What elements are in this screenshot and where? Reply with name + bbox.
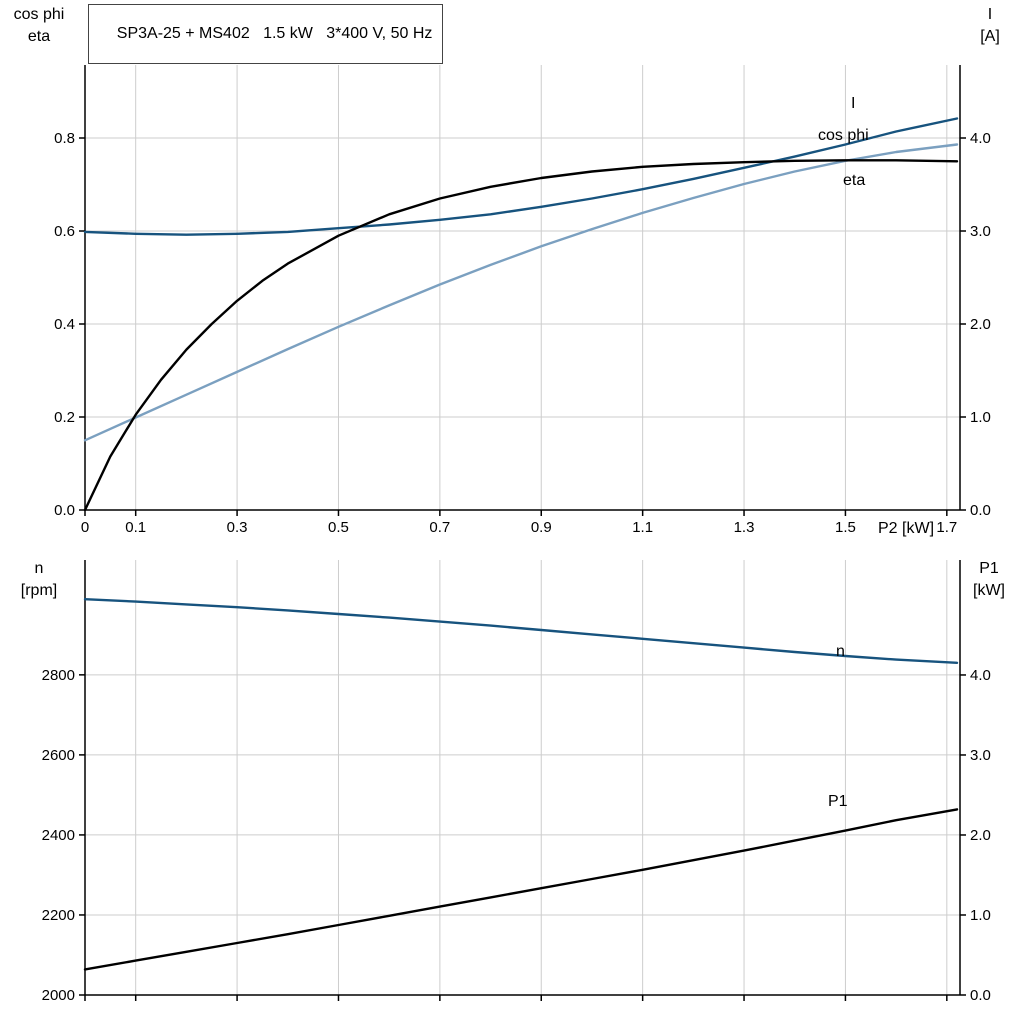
tick-label-right: 3.0 xyxy=(970,747,991,764)
bottom-right-axis-label: P1 [kW] xyxy=(960,558,1018,602)
tick-label-right: 0.0 xyxy=(970,987,991,1004)
tick-label-left: 0.8 xyxy=(54,130,75,147)
tick-label-left: 0.2 xyxy=(54,409,75,426)
curve-label-P1: P1 xyxy=(828,793,848,810)
tick-label-x: 0.5 xyxy=(328,519,349,536)
tick-label-x: 1.1 xyxy=(632,519,653,536)
tick-label-x: 0.1 xyxy=(125,519,146,536)
tick-label-left: 2400 xyxy=(42,827,75,844)
tick-label-left: 2600 xyxy=(42,747,75,764)
tick-label-x: 1.7 xyxy=(936,519,957,536)
tick-label-x: 1.5 xyxy=(835,519,856,536)
curve-label-I: I xyxy=(851,95,855,112)
axis-label-speed: n xyxy=(34,560,44,577)
tick-label-x: 1.3 xyxy=(734,519,755,536)
curve-P1 xyxy=(83,808,959,971)
axis-label-cos-phi: cos phi xyxy=(13,6,65,23)
chart-title: SP3A-25 + MS402 1.5 kW 3*400 V, 50 Hz xyxy=(116,25,433,42)
axis-label-current: I xyxy=(987,6,993,23)
tick-label-right: 2.0 xyxy=(970,316,991,333)
x-axis-label: P2 [kW] xyxy=(878,520,935,537)
tick-label-left: 0.0 xyxy=(54,502,75,519)
tick-label-x: 0.7 xyxy=(429,519,450,536)
tick-label-left: 0.6 xyxy=(54,223,75,240)
tick-label-left: 2000 xyxy=(42,987,75,1004)
chart-title-box: SP3A-25 + MS402 1.5 kW 3*400 V, 50 Hz xyxy=(88,4,444,64)
axis-label-p1-unit: [kW] xyxy=(973,582,1005,599)
axis-label-eta: eta xyxy=(27,28,51,45)
tick-label-right: 0.0 xyxy=(970,502,991,519)
curve-label-cos-phi: cos phi xyxy=(818,127,869,144)
curve-eta xyxy=(83,159,959,512)
tick-label-right: 4.0 xyxy=(970,667,991,684)
tick-label-left: 2200 xyxy=(42,907,75,924)
tick-label-left: 2800 xyxy=(42,667,75,684)
tick-label-right: 1.0 xyxy=(970,907,991,924)
top-right-axis-label: I [A] xyxy=(962,4,1018,48)
top-left-axis-label: cos phi eta xyxy=(6,4,72,48)
tick-label-x: 0 xyxy=(81,519,89,536)
tick-label-x: 0.3 xyxy=(227,519,248,536)
axis-label-p1: P1 xyxy=(979,560,999,577)
curve-cos-phi xyxy=(83,143,959,442)
tick-label-right: 1.0 xyxy=(970,409,991,426)
bottom-left-axis-label: n [rpm] xyxy=(8,558,70,602)
tick-label-x: 0.9 xyxy=(531,519,552,536)
curve-label-eta: eta xyxy=(843,172,865,189)
tick-label-left: 0.4 xyxy=(54,316,75,333)
axis-label-current-unit: [A] xyxy=(980,28,1000,45)
axis-label-speed-unit: [rpm] xyxy=(20,582,58,599)
curve-I xyxy=(83,117,959,236)
curve-label-n: n xyxy=(836,643,845,660)
curve-n xyxy=(83,598,959,664)
tick-label-right: 2.0 xyxy=(970,827,991,844)
tick-label-right: 4.0 xyxy=(970,130,991,147)
tick-label-right: 3.0 xyxy=(970,223,991,240)
